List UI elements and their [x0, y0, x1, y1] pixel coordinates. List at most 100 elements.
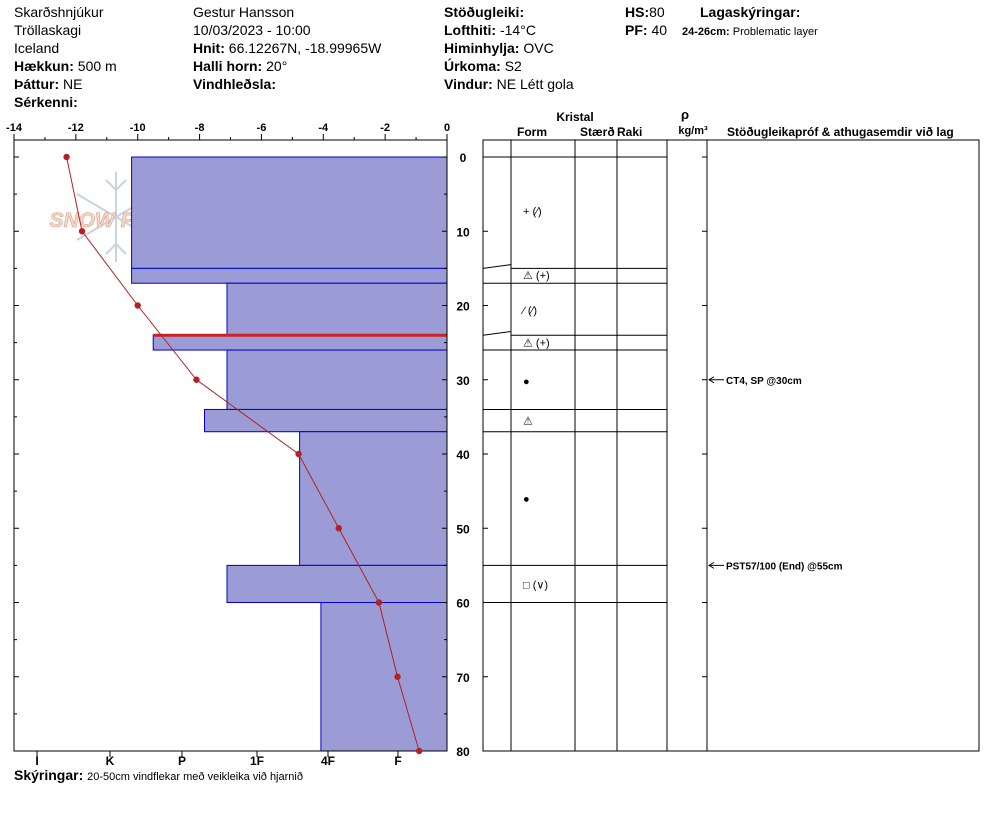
- kristal-header: Kristal: [556, 110, 593, 124]
- country: Iceland: [14, 40, 60, 56]
- pf: PF: 40: [625, 21, 667, 39]
- density-unit: kg/m³: [678, 125, 708, 137]
- form-header: Form: [517, 125, 547, 139]
- hs-label: HS:: [625, 4, 650, 20]
- depth-tick-label: 60: [456, 597, 470, 611]
- slope: Halli horn: 20°: [193, 57, 287, 75]
- hardness-tick-label: 1F: [250, 754, 264, 768]
- temperature-profile: [63, 153, 423, 755]
- hs: HS:80: [625, 3, 665, 21]
- temperature-point: [78, 228, 86, 235]
- slope-label: Halli horn:: [193, 58, 263, 74]
- layer-connector: [482, 330, 512, 336]
- hardness-tick-label: P: [178, 754, 186, 768]
- hardness-layer-bar: [131, 156, 448, 269]
- grain-form: ⚠ (+): [523, 270, 550, 282]
- sky: Himinhylja: OVC: [444, 39, 554, 57]
- temp-tick-label: -10: [130, 122, 146, 134]
- wind: Vindur: NE Létt gola: [444, 75, 574, 93]
- airtemp-label: Lofthiti:: [444, 22, 497, 38]
- grain-form: ⁄ (⁄): [520, 305, 537, 317]
- temp-tick-label: -14: [6, 122, 23, 134]
- depth-tick-label: 30: [456, 374, 470, 388]
- datetime: 10/03/2023 - 10:00: [193, 22, 311, 38]
- notes-text: 20-50cm vindflekar með veikleika við hja…: [87, 771, 303, 783]
- depth-tick-label: 80: [456, 745, 470, 759]
- grain-form: ⚠ (+): [523, 338, 550, 350]
- coords-label: Hnit:: [193, 40, 225, 56]
- depth-tick-label: 10: [456, 225, 470, 239]
- depth-tick-label: 40: [456, 448, 470, 462]
- observer: Gestur Hansson: [193, 4, 295, 20]
- comments-header: Stöðugleikapróf & athugasemdir við lag: [727, 125, 954, 139]
- precip-value: S2: [504, 58, 522, 74]
- density-symbol: ρ: [681, 107, 689, 122]
- temperature-point: [335, 525, 342, 532]
- hardness-axis: I K P 1F 4F F: [35, 751, 402, 768]
- problem-range: 24-26cm:: [682, 26, 730, 38]
- depth-tick-label: 50: [456, 522, 470, 536]
- temp-tick-label: -12: [68, 122, 84, 134]
- depth-tick-label: 0: [460, 151, 467, 165]
- temperature-point: [295, 450, 302, 458]
- hs-value: 80: [649, 4, 665, 20]
- temp-tick-label: -4: [318, 122, 329, 134]
- elevation-label: Hækkun:: [14, 58, 74, 74]
- location: Skarðshnjúkur: [14, 4, 104, 20]
- legend-label: Lagaskýringar:: [700, 4, 801, 20]
- temperature-axis: -14 -12 -10 -8 -6 -4 -2 0: [6, 122, 450, 140]
- pf-label: PF:: [625, 22, 648, 38]
- pf-value: 40: [651, 22, 668, 38]
- hardness-tick-label: K: [106, 754, 115, 768]
- aspect-label: Þáttur:: [14, 76, 60, 92]
- hardness-layer-bar: [226, 564, 448, 603]
- table-frame: [482, 139, 980, 752]
- stability-test-label: PST57/100 (End) @55cm: [726, 561, 843, 572]
- region: Tröllaskagi: [14, 22, 82, 38]
- table-rows: + (⁄) ⚠ (+) ⁄ (⁄) ⚠ (+) ● ⚠ ● □ (∨) CT4, SP @30c…: [482, 206, 843, 603]
- stability-test-label: CT4, SP @30cm: [726, 376, 802, 387]
- grain-form: □ (∨): [523, 580, 548, 592]
- temperature-point: [394, 673, 401, 680]
- aspect-value: NE: [63, 76, 83, 92]
- depth-tick-label: 70: [456, 671, 470, 685]
- test-arrow-head: [708, 376, 715, 384]
- hardness-tick-label: 4F: [321, 754, 335, 768]
- hardness-layer-bar: [299, 431, 448, 566]
- temperature-point: [415, 747, 423, 755]
- grain-form: ⚠: [523, 416, 533, 428]
- hardness-tick-label: I: [35, 754, 38, 768]
- temperature-point: [134, 302, 141, 309]
- layer-connector: [482, 264, 512, 269]
- stability-label: Stöðugleiki:: [444, 4, 525, 20]
- problem-text: Problematic layer: [732, 26, 818, 38]
- precip: Úrkoma: S2: [444, 57, 522, 75]
- airtemp-value: -14°C: [499, 22, 536, 38]
- test-arrow-head: [708, 561, 715, 569]
- slope-value: 20°: [266, 58, 288, 74]
- notes-label: Skýringar:: [14, 767, 84, 783]
- hardness-layer-bar: [204, 408, 448, 433]
- coordinates: Hnit: 66.12267N, -18.99965W: [193, 39, 381, 57]
- temperature-point: [375, 599, 383, 606]
- wind-label: Vindur:: [444, 76, 493, 92]
- aspect: Þáttur: NE: [14, 75, 82, 93]
- features-label: Sérkenni:: [14, 94, 78, 110]
- sky-label: Himinhylja:: [444, 40, 520, 56]
- temperature-point: [193, 376, 200, 383]
- hardness-layers: [131, 156, 448, 752]
- hardness-layer-bar: [131, 267, 448, 284]
- notes: Skýringar: 20-50cm vindflekar með veikle…: [14, 766, 303, 786]
- precip-label: Úrkoma:: [444, 58, 501, 74]
- size-header: Stærð: [580, 125, 615, 139]
- windload-label: Vindhleðsla:: [193, 76, 276, 92]
- depth-tick-label: 20: [456, 300, 470, 314]
- grain-form: + (⁄): [523, 206, 542, 218]
- sky-value: OVC: [523, 40, 554, 56]
- hardness-tick-label: F: [394, 754, 401, 768]
- wind-value: NE Létt gola: [496, 76, 574, 92]
- temp-tick-label: -8: [195, 122, 205, 134]
- hardness-layer-bar: [226, 282, 448, 336]
- temp-tick-label: -2: [380, 122, 390, 134]
